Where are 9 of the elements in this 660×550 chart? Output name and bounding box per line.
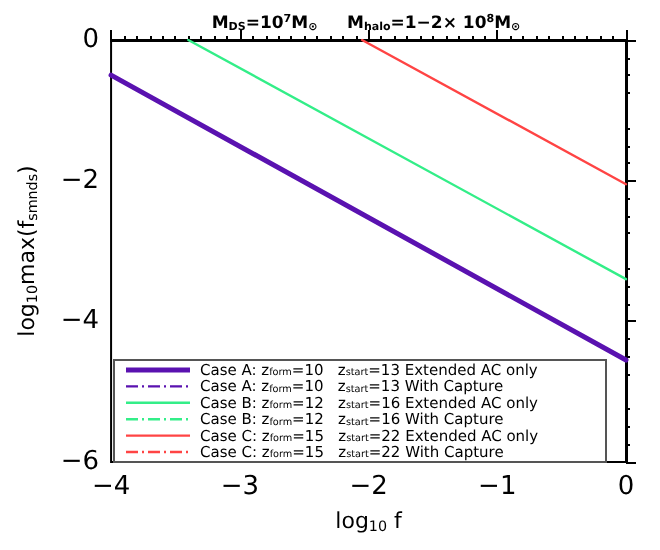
y-tick-label: −2 xyxy=(60,165,100,196)
y-tick-label: −6 xyxy=(60,447,100,477)
x-tick-label: −4 xyxy=(91,472,131,502)
y-tick-label: 0 xyxy=(82,25,100,55)
y-tick-label: −4 xyxy=(60,306,100,337)
x-tick-label: −2 xyxy=(349,472,388,502)
x-tick-label: −1 xyxy=(478,472,517,502)
x-tick-label: −3 xyxy=(220,472,259,502)
x-tick-label: 0 xyxy=(617,472,635,502)
